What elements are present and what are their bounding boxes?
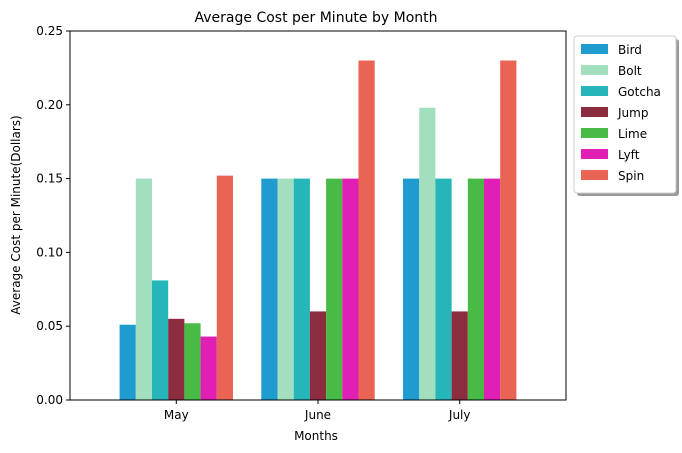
x-axis: May June July — [164, 400, 471, 422]
bar-gotcha-july — [435, 178, 452, 400]
legend-swatch-bolt — [581, 65, 608, 75]
bar-bolt-june — [277, 178, 294, 400]
bars-group — [119, 60, 517, 401]
bar-bolt-july — [419, 107, 436, 400]
legend-swatch-bird — [581, 44, 608, 54]
bar-lyft-july — [484, 178, 501, 400]
bar-bird-june — [261, 178, 278, 400]
legend-swatch-lime — [581, 128, 608, 138]
legend-label-lyft: Lyft — [618, 148, 640, 162]
legend-label-spin: Spin — [618, 169, 644, 183]
bar-jump-may — [168, 318, 185, 400]
y-axis-title: Average Cost per Minute(Dollars) — [9, 115, 23, 314]
bar-jump-july — [451, 311, 468, 400]
x-tick-label: July — [448, 408, 471, 422]
y-axis: 0.00 0.05 0.10 0.15 0.20 0.25 — [36, 24, 70, 407]
bar-bolt-may — [135, 178, 152, 400]
y-tick-label: 0.00 — [36, 393, 63, 407]
bar-bird-july — [403, 178, 420, 400]
legend-swatch-jump — [581, 107, 608, 117]
x-axis-title: Months — [294, 429, 338, 443]
bar-lyft-june — [342, 178, 359, 400]
legend-label-gotcha: Gotcha — [618, 85, 661, 99]
y-tick-label: 0.05 — [36, 319, 63, 333]
legend-label-lime: Lime — [618, 127, 647, 141]
y-tick-label: 0.25 — [36, 24, 63, 38]
bar-lime-may — [184, 323, 201, 400]
bar-lime-july — [467, 178, 485, 400]
bar-spin-july — [500, 60, 517, 401]
bar-bird-may — [119, 324, 136, 400]
bar-spin-may — [216, 175, 233, 400]
bar-spin-june — [358, 60, 375, 401]
legend-label-jump: Jump — [617, 106, 648, 120]
bar-gotcha-june — [293, 178, 310, 400]
x-tick-label: June — [304, 408, 331, 422]
bar-jump-june — [309, 311, 327, 400]
bar-lime-june — [326, 178, 343, 400]
chart-title: Average Cost per Minute by Month — [195, 10, 438, 26]
bar-gotcha-may — [151, 280, 169, 400]
y-tick-label: 0.20 — [36, 98, 63, 112]
legend: Bird Bolt Gotcha Jump Lime Lyft Spin — [573, 35, 679, 196]
bar-lyft-may — [200, 336, 217, 400]
legend-swatch-spin — [581, 170, 608, 180]
legend-swatch-lyft — [581, 149, 608, 159]
y-tick-label: 0.10 — [36, 245, 63, 259]
legend-label-bird: Bird — [618, 43, 642, 57]
y-tick-label: 0.15 — [36, 172, 63, 186]
x-tick-label: May — [164, 408, 189, 422]
legend-swatch-gotcha — [581, 86, 608, 96]
legend-label-bolt: Bolt — [618, 64, 642, 78]
